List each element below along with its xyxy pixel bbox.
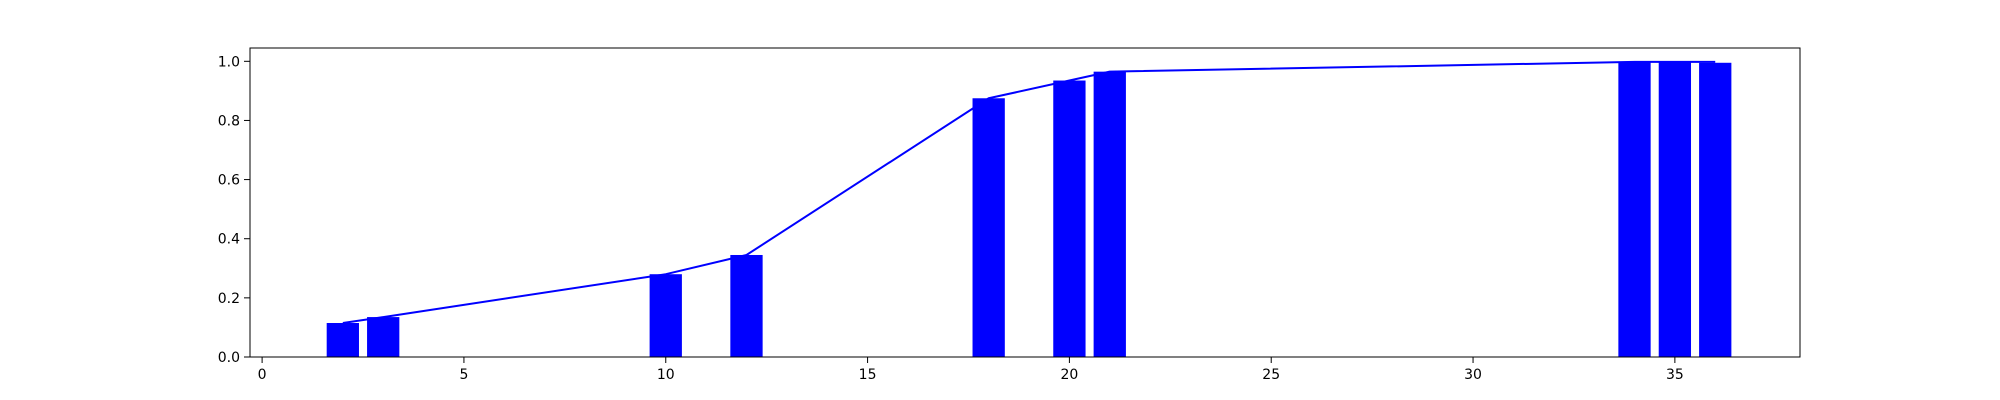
y-tick-label-3: 0.6 <box>218 173 240 189</box>
bar-0 <box>326 323 359 357</box>
plot-area <box>250 48 1800 357</box>
bar-1 <box>367 317 400 357</box>
bar-5 <box>1053 80 1086 357</box>
y-tick-label-1: 0.2 <box>218 291 240 307</box>
y-tick-label-4: 0.8 <box>218 113 240 129</box>
x-tick-label-3: 15 <box>859 367 877 383</box>
bar-2 <box>649 274 682 357</box>
x-tick-label-5: 25 <box>1262 367 1280 383</box>
x-tick-label-6: 30 <box>1464 367 1482 383</box>
line-layer <box>342 60 1716 324</box>
x-axis: 0 5 10 15 20 25 30 35 <box>258 357 1684 383</box>
bar-4 <box>972 98 1005 358</box>
bar-3 <box>730 254 763 357</box>
y-axis: 0.0 0.2 0.4 0.6 0.8 1.0 <box>218 54 250 366</box>
plot-frame <box>249 47 1801 358</box>
x-tick-label-2: 10 <box>657 367 675 383</box>
x-tick-label-7: 35 <box>1666 367 1684 383</box>
bar-8 <box>1658 61 1692 358</box>
x-tick-label-1: 5 <box>459 367 468 383</box>
bar-9 <box>1699 62 1732 357</box>
bars-layer <box>326 61 1732 358</box>
y-tick-label-5: 1.0 <box>218 54 240 70</box>
y-tick-label-2: 0.4 <box>218 232 240 248</box>
x-tick-label-4: 20 <box>1060 367 1078 383</box>
series-line <box>342 60 1716 324</box>
x-tick-label-0: 0 <box>258 367 267 383</box>
bar-7 <box>1618 61 1651 358</box>
y-tick-label-0: 0.0 <box>218 350 240 366</box>
bar-6 <box>1093 71 1126 357</box>
